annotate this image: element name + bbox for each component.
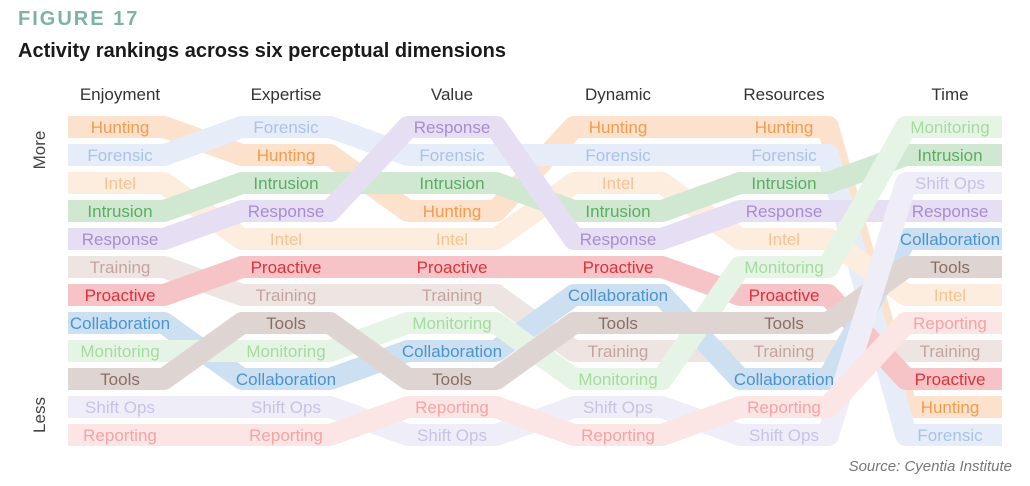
column-header-expertise: Expertise bbox=[251, 85, 322, 104]
band-hunting bbox=[68, 116, 1002, 418]
label-expertise-tools: Tools bbox=[266, 314, 306, 333]
label-value-response: Response bbox=[414, 118, 491, 137]
label-enjoyment-intrusion: Intrusion bbox=[87, 202, 152, 221]
bands-layer bbox=[68, 116, 1002, 446]
label-time-intrusion: Intrusion bbox=[917, 146, 982, 165]
band-proactive bbox=[68, 256, 1002, 390]
chart-title: Activity rankings across six perceptual … bbox=[18, 40, 506, 62]
label-enjoyment-monitoring: Monitoring bbox=[80, 342, 159, 361]
label-dynamic-response: Response bbox=[580, 230, 657, 249]
column-header-enjoyment: Enjoyment bbox=[80, 85, 161, 104]
label-dynamic-reporting: Reporting bbox=[581, 426, 655, 445]
label-time-forensic: Forensic bbox=[917, 426, 983, 445]
band-tools bbox=[68, 256, 1002, 390]
label-enjoyment-reporting: Reporting bbox=[83, 426, 157, 445]
label-expertise-response: Response bbox=[248, 202, 325, 221]
label-time-collaboration: Collaboration bbox=[900, 230, 1000, 249]
label-resources-intel: Intel bbox=[768, 230, 800, 249]
band-training bbox=[68, 256, 1002, 362]
label-dynamic-shift-ops: Shift Ops bbox=[583, 398, 653, 417]
band-response bbox=[68, 116, 1002, 250]
label-resources-reporting: Reporting bbox=[747, 398, 821, 417]
column-header-value: Value bbox=[431, 85, 473, 104]
label-value-forensic: Forensic bbox=[419, 146, 485, 165]
band-intrusion bbox=[68, 144, 1002, 222]
label-expertise-shift-ops: Shift Ops bbox=[251, 398, 321, 417]
label-dynamic-intrusion: Intrusion bbox=[585, 202, 650, 221]
band-intel bbox=[68, 172, 1002, 306]
source-note: Source: Cyentia Institute bbox=[848, 458, 1012, 475]
figure-label: FIGURE 17 bbox=[18, 8, 140, 30]
label-time-response: Response bbox=[912, 202, 989, 221]
more-label: More bbox=[30, 131, 49, 170]
label-dynamic-hunting: Hunting bbox=[589, 118, 648, 137]
label-expertise-training: Training bbox=[256, 286, 317, 305]
label-enjoyment-proactive: Proactive bbox=[85, 286, 156, 305]
label-time-shift-ops: Shift Ops bbox=[915, 174, 985, 193]
label-resources-collaboration: Collaboration bbox=[734, 370, 834, 389]
label-dynamic-monitoring: Monitoring bbox=[578, 370, 657, 389]
band-shift-ops bbox=[68, 172, 1002, 446]
label-dynamic-tools: Tools bbox=[598, 314, 638, 333]
label-dynamic-forensic: Forensic bbox=[585, 146, 651, 165]
label-dynamic-training: Training bbox=[588, 342, 649, 361]
label-expertise-intel: Intel bbox=[270, 230, 302, 249]
label-time-reporting: Reporting bbox=[913, 314, 987, 333]
label-time-training: Training bbox=[920, 342, 981, 361]
label-dynamic-proactive: Proactive bbox=[583, 258, 654, 277]
band-reporting bbox=[68, 312, 1002, 446]
label-resources-monitoring: Monitoring bbox=[744, 258, 823, 277]
column-header-time: Time bbox=[931, 85, 968, 104]
label-time-monitoring: Monitoring bbox=[910, 118, 989, 137]
label-value-training: Training bbox=[422, 286, 483, 305]
label-expertise-monitoring: Monitoring bbox=[246, 342, 325, 361]
less-label: Less bbox=[30, 397, 49, 433]
label-expertise-proactive: Proactive bbox=[251, 258, 322, 277]
label-value-proactive: Proactive bbox=[417, 258, 488, 277]
label-resources-proactive: Proactive bbox=[749, 286, 820, 305]
label-value-hunting: Hunting bbox=[423, 202, 482, 221]
label-value-intrusion: Intrusion bbox=[419, 174, 484, 193]
label-value-collaboration: Collaboration bbox=[402, 342, 502, 361]
label-enjoyment-shift-ops: Shift Ops bbox=[85, 398, 155, 417]
label-value-monitoring: Monitoring bbox=[412, 314, 491, 333]
label-dynamic-intel: Intel bbox=[602, 174, 634, 193]
column-header-dynamic: Dynamic bbox=[585, 85, 652, 104]
label-time-proactive: Proactive bbox=[915, 370, 986, 389]
label-resources-shift-ops: Shift Ops bbox=[749, 426, 819, 445]
label-enjoyment-intel: Intel bbox=[104, 174, 136, 193]
label-expertise-intrusion: Intrusion bbox=[253, 174, 318, 193]
label-enjoyment-hunting: Hunting bbox=[91, 118, 150, 137]
label-resources-hunting: Hunting bbox=[755, 118, 814, 137]
label-resources-intrusion: Intrusion bbox=[751, 174, 816, 193]
label-time-tools: Tools bbox=[930, 258, 970, 277]
label-resources-forensic: Forensic bbox=[751, 146, 817, 165]
label-value-reporting: Reporting bbox=[415, 398, 489, 417]
label-resources-training: Training bbox=[754, 342, 815, 361]
label-dynamic-collaboration: Collaboration bbox=[568, 286, 668, 305]
label-expertise-hunting: Hunting bbox=[257, 146, 316, 165]
label-resources-response: Response bbox=[746, 202, 823, 221]
label-expertise-forensic: Forensic bbox=[253, 118, 319, 137]
label-value-tools: Tools bbox=[432, 370, 472, 389]
band-monitoring bbox=[68, 116, 1002, 390]
band-collaboration bbox=[68, 228, 1002, 390]
label-enjoyment-training: Training bbox=[90, 258, 151, 277]
label-enjoyment-collaboration: Collaboration bbox=[70, 314, 170, 333]
label-enjoyment-tools: Tools bbox=[100, 370, 140, 389]
band-forensic bbox=[68, 116, 1002, 446]
label-value-shift-ops: Shift Ops bbox=[417, 426, 487, 445]
label-expertise-reporting: Reporting bbox=[249, 426, 323, 445]
label-expertise-collaboration: Collaboration bbox=[236, 370, 336, 389]
label-time-intel: Intel bbox=[934, 286, 966, 305]
label-enjoyment-forensic: Forensic bbox=[87, 146, 153, 165]
label-value-intel: Intel bbox=[436, 230, 468, 249]
column-header-resources: Resources bbox=[743, 85, 824, 104]
label-enjoyment-response: Response bbox=[82, 230, 159, 249]
label-resources-tools: Tools bbox=[764, 314, 804, 333]
label-time-hunting: Hunting bbox=[921, 398, 980, 417]
